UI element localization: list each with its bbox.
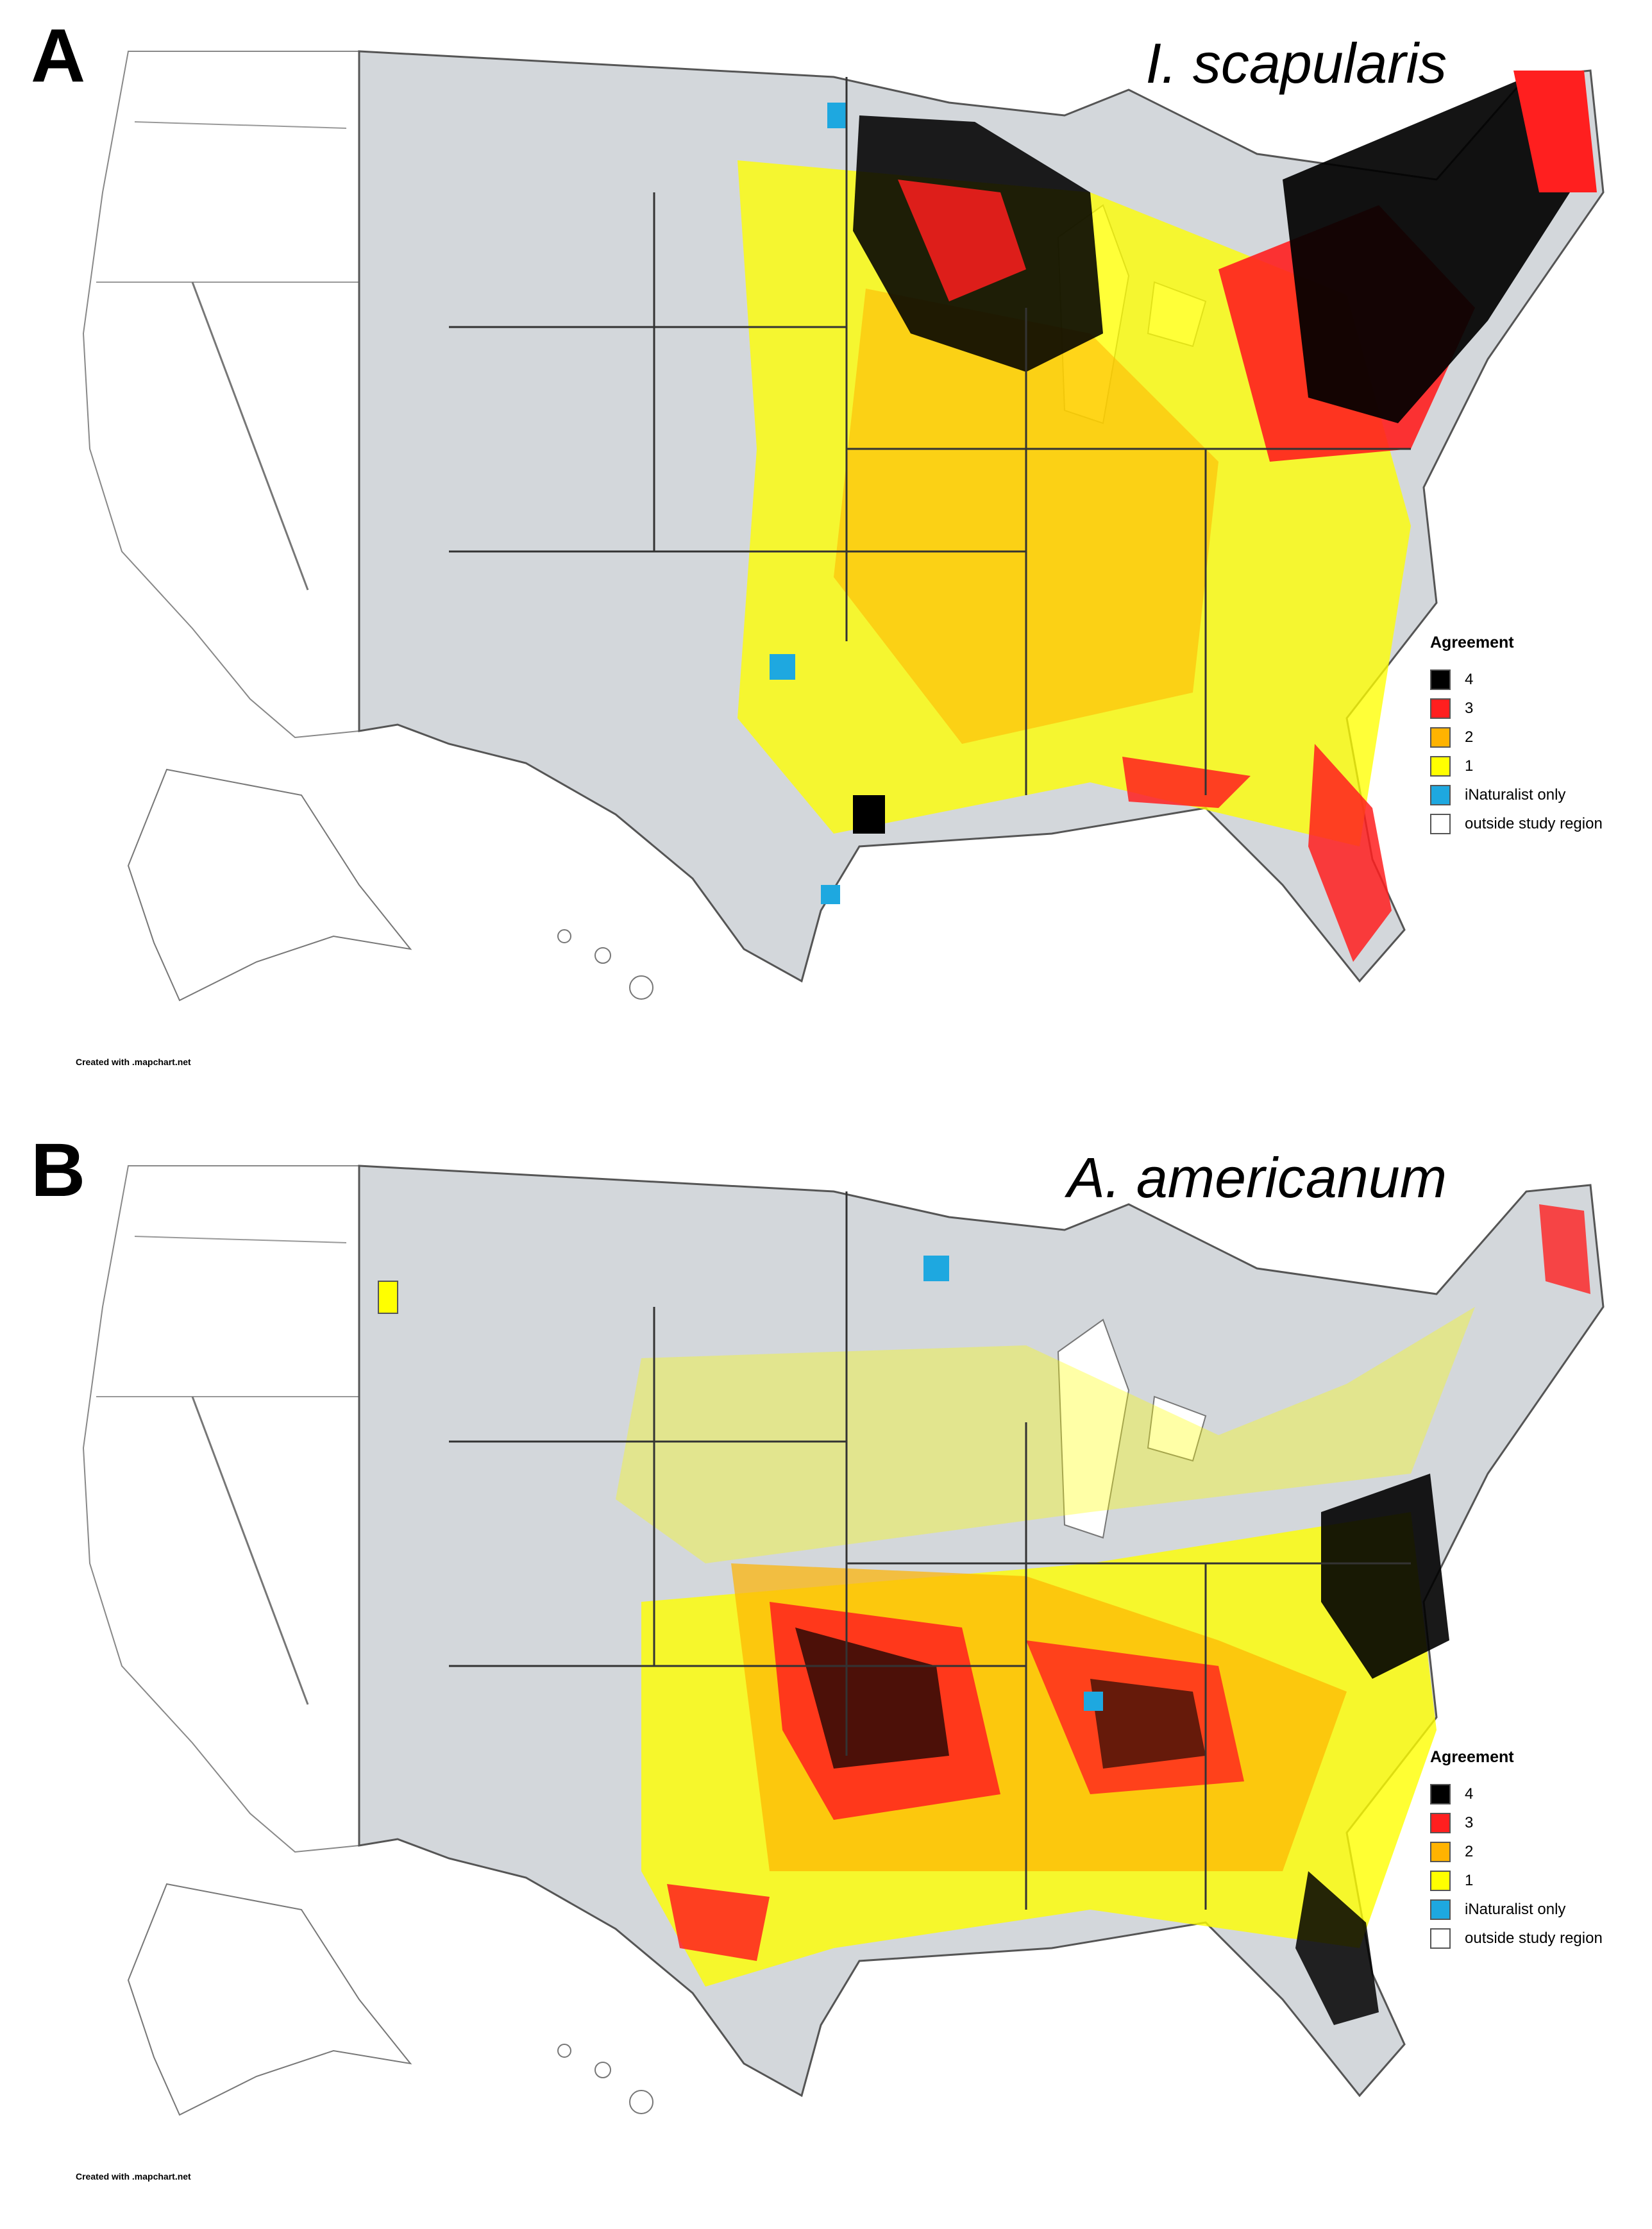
panel-letter: A (31, 13, 86, 98)
legend-item-4: 4 (1430, 665, 1603, 694)
agreement-counties (378, 1204, 1590, 2025)
legend-item-2: 2 (1430, 723, 1603, 752)
alaska-hawaii (127, 1883, 653, 2116)
alaska-hawaii (127, 768, 653, 1002)
legend-item-inaturalist: iNaturalist only (1430, 780, 1603, 809)
legend-item-outside: outside study region (1430, 809, 1603, 838)
legend-label: 1 (1465, 1871, 1474, 1889)
legend-label: iNaturalist only (1465, 1900, 1566, 1918)
legend-label: 1 (1465, 757, 1474, 775)
legend-label: outside study region (1465, 1929, 1603, 1947)
legend-item-3: 3 (1430, 1808, 1603, 1837)
legend-item-1: 1 (1430, 752, 1603, 780)
panel-b: B A. americanum Created with .mapchart.n… (0, 1114, 1652, 2229)
legend-swatch (1430, 1928, 1451, 1949)
mapchart-credit: Created with .mapchart.net (76, 2171, 191, 2182)
legend-swatch (1430, 1783, 1451, 1804)
legend-swatch (1430, 1841, 1451, 1862)
panel-letter: B (31, 1128, 86, 1213)
legend-label: 3 (1465, 1813, 1474, 1831)
legend: Agreement 4 3 2 1 iNaturalist only outsi… (1430, 1748, 1603, 1953)
mapchart-credit: Created with .mapchart.net (76, 1057, 191, 1067)
legend-swatch (1430, 1899, 1451, 1920)
legend-swatch (1430, 784, 1451, 805)
legend-title: Agreement (1430, 634, 1514, 652)
state-borders (449, 1191, 1411, 1910)
species-title: A. americanum (1067, 1146, 1447, 1209)
panel-a: A I. scapularis Created with .mapchart.n… (0, 0, 1652, 1114)
legend-swatch (1430, 727, 1451, 748)
legend-title: Agreement (1430, 1748, 1514, 1766)
us-county-map (82, 1165, 1605, 2116)
legend-swatch (1430, 698, 1451, 719)
legend: Agreement 4 3 2 1 iNaturalist only outsi… (1430, 634, 1603, 838)
legend-label: iNaturalist only (1465, 786, 1566, 803)
legend-item-2: 2 (1430, 1837, 1603, 1866)
legend-item-outside: outside study region (1430, 1924, 1603, 1953)
legend-swatch (1430, 1812, 1451, 1833)
legend-swatch (1430, 669, 1451, 690)
west-outside-region (82, 1165, 360, 1853)
legend-item-3: 3 (1430, 694, 1603, 723)
legend-swatch (1430, 813, 1451, 834)
legend-label: 3 (1465, 699, 1474, 717)
legend-item-inaturalist: iNaturalist only (1430, 1895, 1603, 1924)
west-outside-region (82, 51, 360, 739)
legend-swatch (1430, 755, 1451, 777)
state-borders (449, 77, 1411, 795)
legend-label: 4 (1465, 670, 1474, 688)
us-county-map (82, 50, 1605, 1002)
legend-item-4: 4 (1430, 1779, 1603, 1808)
legend-label: 4 (1465, 1785, 1474, 1803)
legend-label: 2 (1465, 728, 1474, 746)
legend-label: 2 (1465, 1842, 1474, 1860)
species-title: I. scapularis (1145, 31, 1447, 95)
legend-label: outside study region (1465, 814, 1603, 832)
legend-item-1: 1 (1430, 1866, 1603, 1895)
legend-swatch (1430, 1870, 1451, 1891)
